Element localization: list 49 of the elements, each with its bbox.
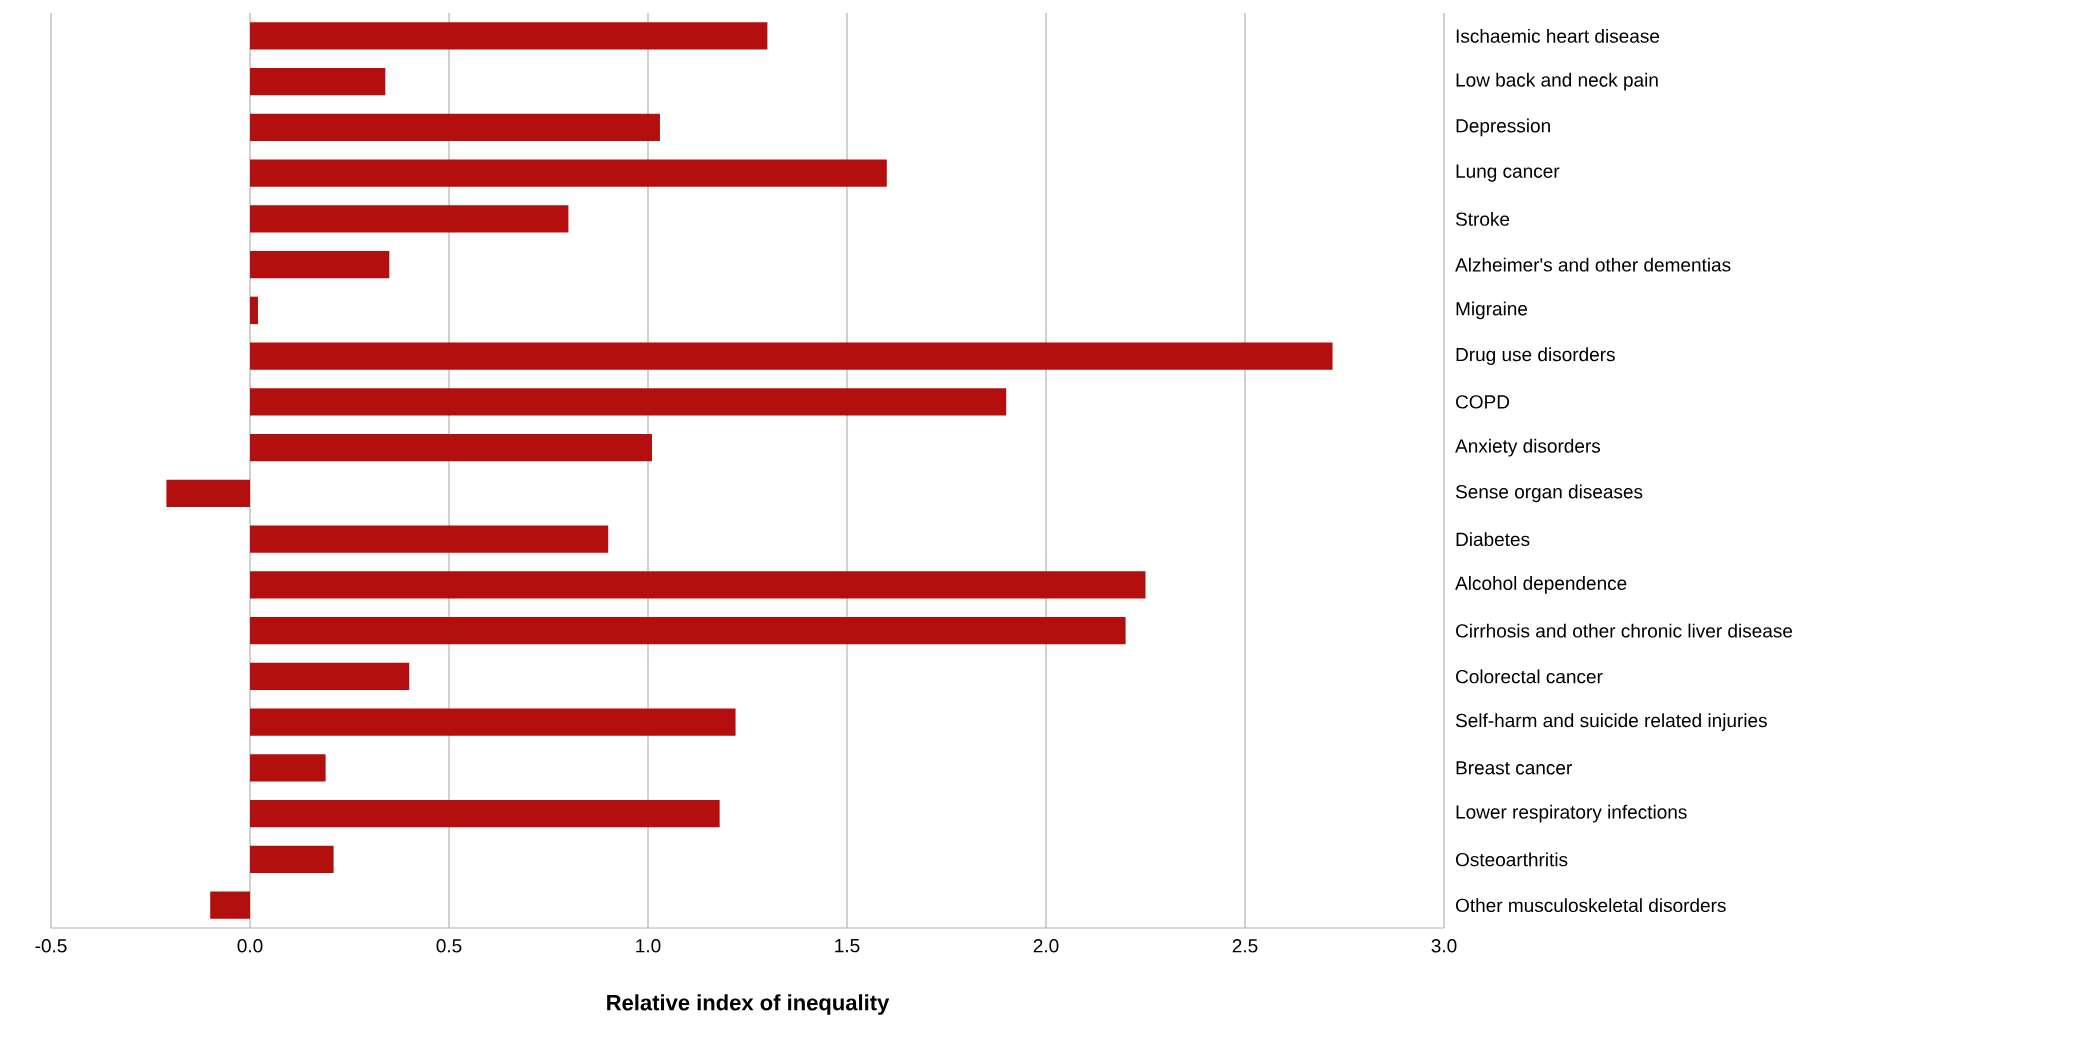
y-tick-label: Depression	[1456, 118, 1550, 137]
bar	[250, 708, 736, 736]
bar	[250, 296, 258, 325]
y-tick-label: Stroke	[1455, 211, 1510, 226]
bar	[166, 479, 251, 508]
y-tick-label: COPD	[1456, 395, 1510, 409]
x-tick-label: 2.5	[1232, 939, 1258, 953]
y-tick-label: Migraine	[1456, 301, 1528, 320]
y-tick-label: Other musculoskeletal disorders	[1455, 898, 1726, 913]
bar	[250, 22, 768, 50]
y-tick-label: Low back and neck pain	[1456, 72, 1658, 91]
bar	[250, 525, 609, 553]
x-tick-label: 3.0	[1431, 939, 1457, 953]
y-tick-label: Osteoarthritis	[1455, 852, 1568, 867]
bar	[250, 342, 1333, 370]
x-tick-label: 0.5	[436, 939, 462, 953]
bar	[250, 845, 334, 874]
y-tick-label: Anxiety disorders	[1455, 438, 1601, 457]
y-tick-label: Alcohol dependence	[1455, 576, 1627, 594]
y-tick-label: Lower respiratory infections	[1456, 804, 1687, 823]
bar	[250, 799, 720, 828]
bar	[250, 388, 1007, 416]
x-tick-label: -0.5	[35, 939, 67, 953]
x-tick-label: 1.0	[636, 939, 661, 953]
bar	[250, 113, 660, 142]
bar	[250, 616, 1126, 645]
x-tick-label: 2.0	[1033, 939, 1059, 953]
bar	[250, 159, 887, 187]
y-tick-label: Colorectal cancer	[1456, 669, 1603, 684]
y-tick-label: Self-harm and suicide related injuries	[1455, 713, 1767, 731]
bar	[250, 67, 386, 96]
bar	[250, 754, 326, 782]
y-tick-label: Diabetes	[1456, 532, 1530, 547]
bar	[250, 205, 569, 233]
y-tick-label: Breast cancer	[1456, 761, 1572, 775]
bar	[250, 571, 1146, 599]
y-tick-label: Lung cancer	[1456, 164, 1560, 182]
bar	[250, 433, 652, 462]
x-axis-title: Relative index of inequality	[607, 994, 890, 1015]
y-tick-label: Cirrhosis and other chronic liver disease	[1456, 623, 1793, 638]
bar	[250, 250, 390, 279]
x-tick-label: 0.0	[237, 939, 263, 953]
bar	[210, 891, 251, 919]
y-tick-label: Drug use disorders	[1456, 347, 1615, 365]
bar	[250, 662, 410, 691]
x-tick-label: 1.5	[835, 939, 860, 953]
y-tick-label: Sense organ diseases	[1455, 484, 1643, 503]
y-tick-label: Alzheimer's and other dementias	[1455, 257, 1731, 272]
y-tick-label: Ischaemic heart disease	[1456, 28, 1660, 43]
